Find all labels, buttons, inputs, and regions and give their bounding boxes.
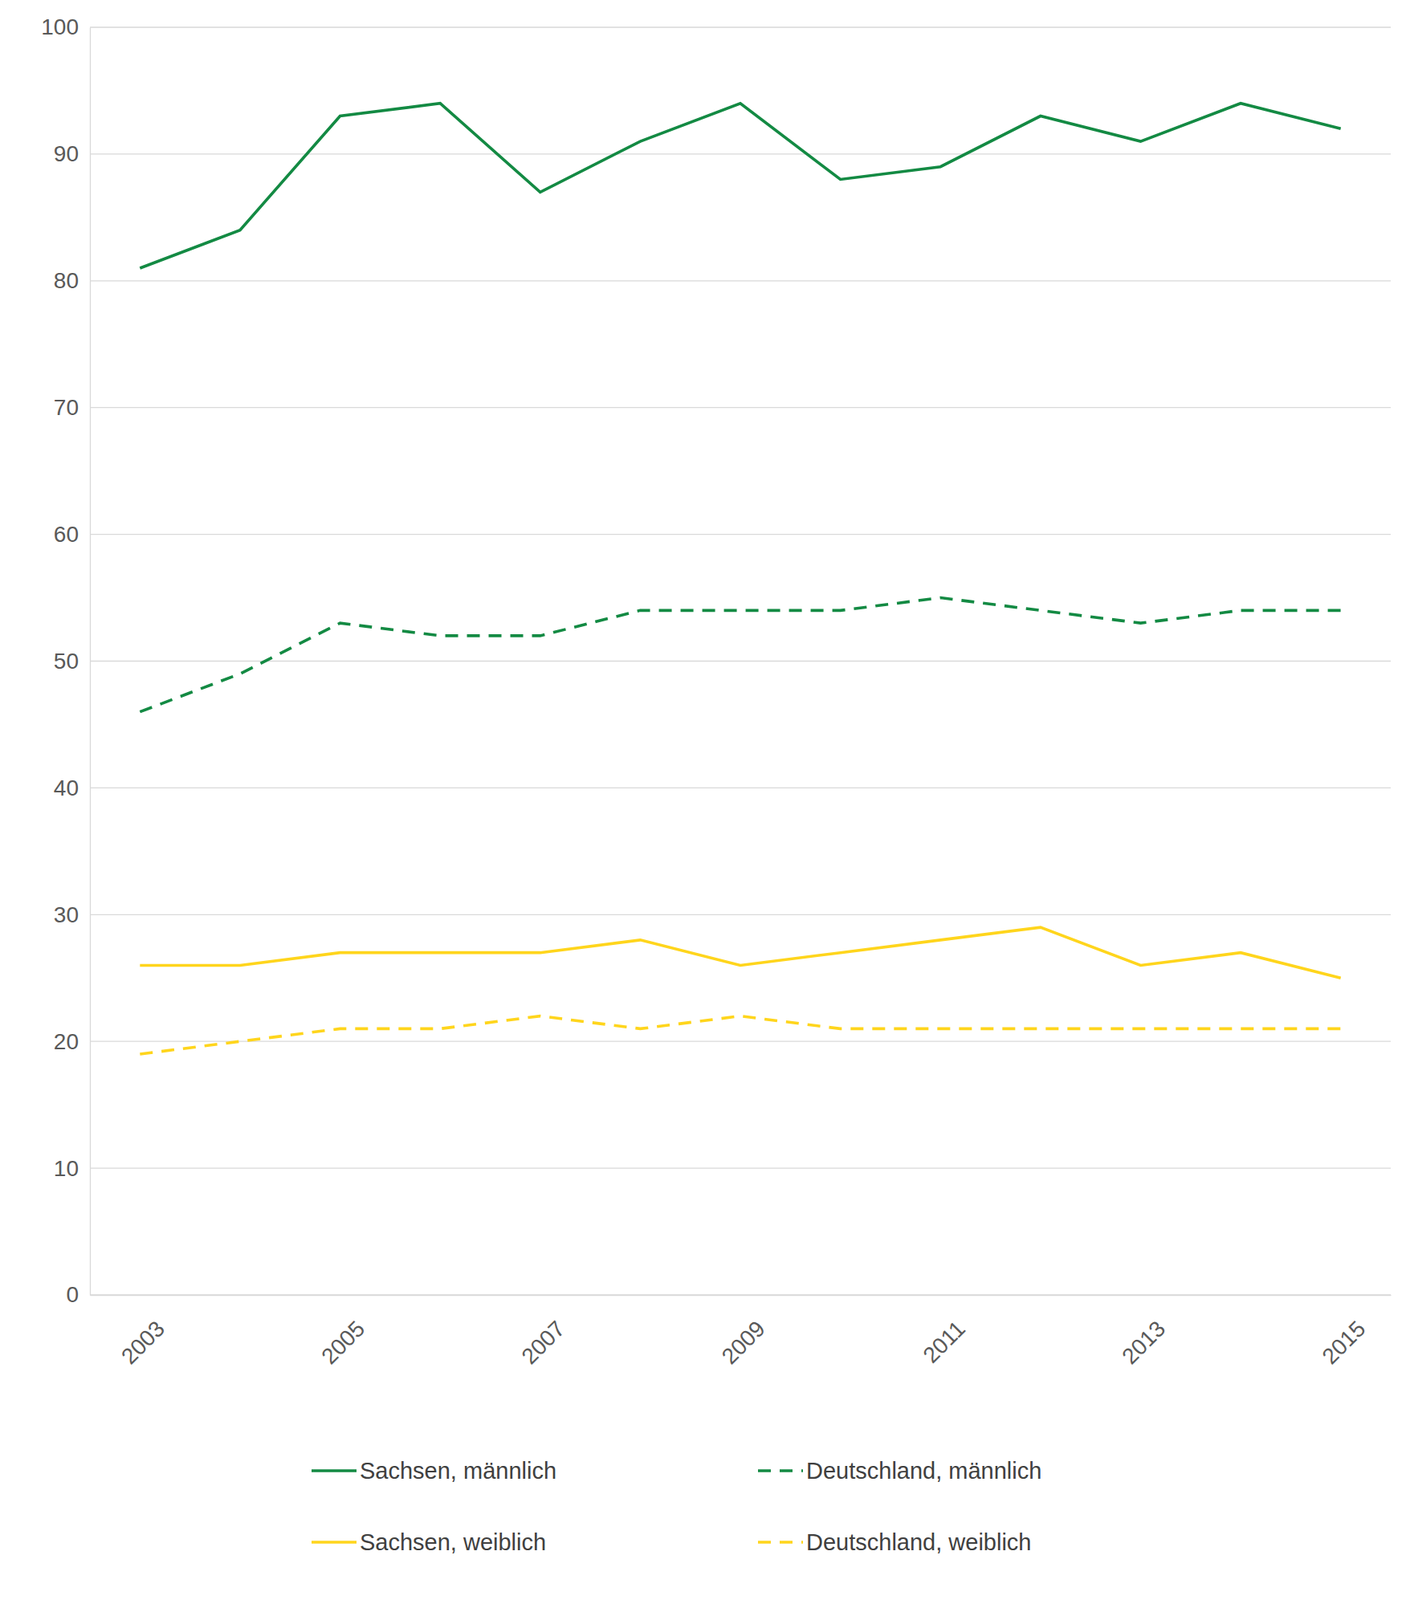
tick: 2003 (116, 1295, 170, 1370)
grid-line (89, 407, 1391, 408)
tick-label: 2013 (1116, 1316, 1170, 1370)
tick-label: 30 (53, 902, 79, 928)
axis-line (90, 1295, 1392, 1296)
grid-line (89, 914, 1391, 916)
chart: 0102030405060708090100200320052007200920… (0, 0, 1410, 1600)
tick-label: 2003 (116, 1316, 170, 1370)
legend-swatch (757, 1469, 803, 1473)
tick: 20 (53, 1029, 90, 1055)
legend: Sachsen, männlich Deutschland, männlich Sa… (311, 1458, 1042, 1556)
grid-line (89, 533, 1391, 535)
legend-swatch (311, 1540, 357, 1545)
grid-line (89, 787, 1391, 789)
legend-label: Sachsen, weiblich (359, 1529, 547, 1556)
tick-label: 2009 (717, 1316, 771, 1370)
tick: 2005 (316, 1295, 370, 1370)
tick: 10 (53, 1156, 90, 1182)
tick: 50 (53, 648, 90, 674)
tick-label: 80 (53, 268, 79, 294)
legend-label: Sachsen, männlich (359, 1458, 557, 1484)
legend-swatch (757, 1540, 803, 1545)
grid-line (89, 26, 1391, 28)
tick-label: 2005 (316, 1316, 370, 1370)
legend-swatch (311, 1469, 357, 1473)
tick: 90 (53, 141, 90, 167)
series-line (139, 103, 1341, 269)
grid-line (89, 660, 1391, 662)
series-line (139, 598, 1341, 713)
grid-line (89, 280, 1391, 282)
grid (89, 27, 1391, 1296)
tick-label: 50 (53, 648, 79, 674)
legend-label: Deutschland, männlich (806, 1458, 1042, 1484)
tick-label: 2011 (917, 1316, 970, 1369)
tick: 40 (53, 775, 90, 801)
lines (139, 103, 1341, 1055)
tick: 2011 (917, 1295, 970, 1369)
tick-label: 70 (53, 395, 79, 420)
grid-line (89, 153, 1391, 155)
series-line (139, 927, 1341, 979)
tick: 2015 (1316, 1295, 1370, 1370)
y-axis: 0 10 20 30 40 50 60 70 80 90 100 (40, 14, 90, 1308)
tick: 30 (53, 902, 90, 928)
tick-label: 10 (53, 1156, 79, 1182)
tick: 100 (40, 14, 90, 40)
series-line (139, 1016, 1341, 1055)
x-axis: 2003 2005 2007 2009 2011 2013 2015 (90, 1295, 1392, 1370)
legend-label: Deutschland, weiblich (806, 1529, 1032, 1556)
tick: 60 (53, 521, 90, 547)
tick-label: 90 (53, 141, 79, 167)
tick-label: 2015 (1316, 1316, 1370, 1370)
tick: 2013 (1116, 1295, 1170, 1370)
tick-label: 20 (53, 1029, 79, 1055)
tick: 2007 (517, 1295, 571, 1370)
tick: 70 (53, 395, 90, 420)
grid-line (89, 1294, 1391, 1296)
tick-label: 40 (53, 775, 79, 801)
tick-label: 0 (65, 1282, 79, 1308)
legend-item: Deutschland, männlich (757, 1458, 1042, 1484)
legend-item: Sachsen, weiblich (311, 1529, 547, 1556)
grid-line (89, 1167, 1391, 1169)
tick: 0 (65, 1282, 90, 1308)
legend-item: Deutschland, weiblich (757, 1529, 1032, 1556)
tick: 80 (53, 268, 90, 294)
grid-line (89, 1041, 1391, 1043)
tick-label: 2007 (517, 1316, 571, 1370)
tick-label: 100 (40, 14, 79, 40)
plot: 0102030405060708090100200320052007200920… (40, 14, 1391, 1370)
legend-item: Sachsen, männlich (311, 1458, 557, 1484)
tick: 2009 (717, 1295, 771, 1370)
tick-label: 60 (53, 521, 79, 547)
axis-line (89, 28, 91, 1296)
